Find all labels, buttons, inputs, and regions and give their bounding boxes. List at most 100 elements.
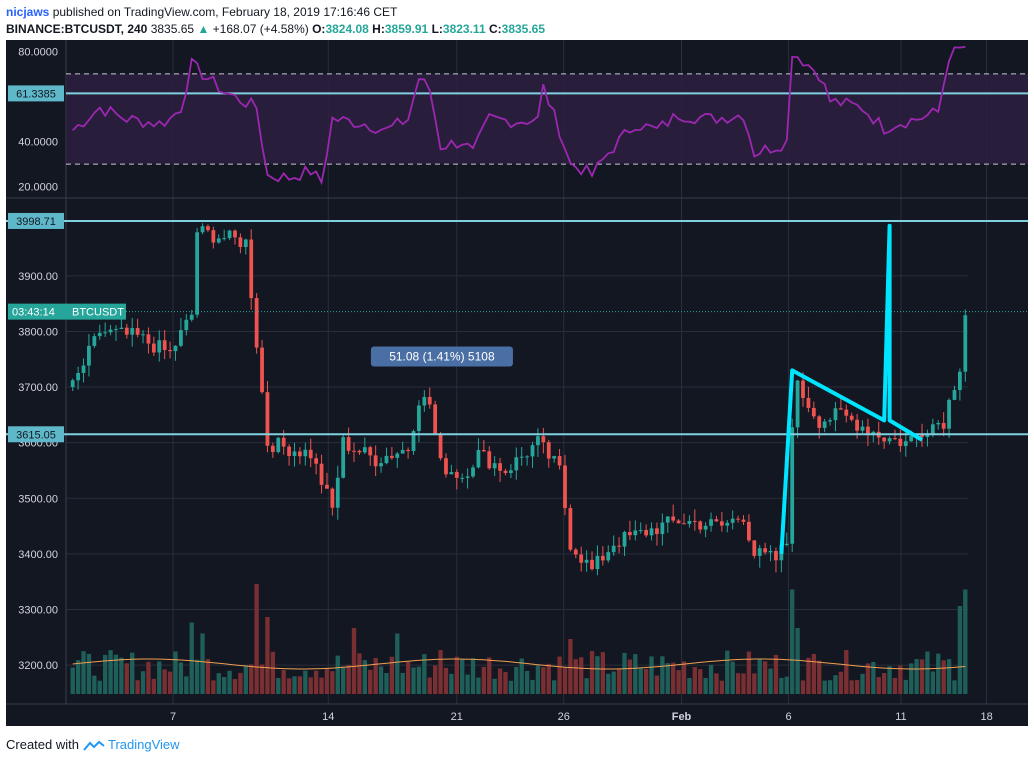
candle xyxy=(108,324,113,336)
candle xyxy=(222,229,227,241)
volume-bar xyxy=(249,664,254,694)
x-tick-label: 21 xyxy=(451,711,463,723)
candle-body xyxy=(157,340,162,353)
volume-bar xyxy=(822,680,827,694)
candle xyxy=(124,323,129,339)
x-tick-label: 14 xyxy=(322,711,334,723)
candle xyxy=(633,520,638,541)
candle-body xyxy=(655,528,659,535)
volume-bar xyxy=(595,656,600,694)
candle-body xyxy=(92,336,97,346)
candle-body xyxy=(151,343,156,353)
author-link[interactable]: nicjaws xyxy=(6,5,50,19)
candle xyxy=(292,442,297,467)
candle xyxy=(617,537,621,554)
candle xyxy=(876,421,881,445)
volume-bar xyxy=(151,678,157,694)
candle-body xyxy=(768,550,773,553)
candle xyxy=(389,446,394,460)
candle xyxy=(395,451,400,468)
volume-bar xyxy=(860,673,865,694)
candle xyxy=(379,457,383,473)
price-tick-label: 3300.00 xyxy=(18,604,58,616)
chart-area[interactable]: 7 14 21 26 Feb 6 11 18 20.0000 40.0000 80.0000 61.3… xyxy=(6,40,1028,726)
candle xyxy=(179,317,183,348)
candle-body xyxy=(503,470,508,474)
volume-bar xyxy=(184,676,189,694)
candle xyxy=(287,444,291,466)
candle xyxy=(536,428,540,457)
candle xyxy=(568,504,573,552)
candle xyxy=(487,446,492,470)
volume-bar xyxy=(200,633,205,694)
volume-bar xyxy=(584,678,589,694)
volume-bar xyxy=(243,665,248,694)
candle-body xyxy=(438,433,443,459)
candle xyxy=(649,522,654,541)
candle xyxy=(628,520,632,541)
candle-body xyxy=(774,550,778,561)
candle-body xyxy=(676,520,681,524)
tradingview-brand[interactable]: TradingView xyxy=(108,737,180,752)
price-tick-label: 3400.00 xyxy=(18,549,58,561)
candle-body xyxy=(292,451,297,456)
volume-bar xyxy=(211,680,216,694)
volume-bar xyxy=(357,653,362,694)
level-label-bg xyxy=(8,212,64,229)
candle xyxy=(498,457,502,483)
candle xyxy=(70,378,75,392)
volume-bar xyxy=(102,654,108,694)
volume-bar xyxy=(389,656,395,694)
candle xyxy=(216,234,221,244)
candle-body xyxy=(335,477,340,508)
volume-bar xyxy=(319,677,324,694)
candle-body xyxy=(498,463,502,471)
candle xyxy=(335,465,340,520)
candle xyxy=(168,341,172,359)
candle-body xyxy=(184,319,189,331)
chart-canvas[interactable]: 7 14 21 26 Feb 6 11 18 20.0000 40.0000 80.0000 61.3… xyxy=(6,40,1028,726)
candle xyxy=(368,445,373,466)
candle xyxy=(76,366,81,390)
candle xyxy=(600,546,605,566)
rsi-line xyxy=(72,45,966,186)
candle-body xyxy=(860,426,865,431)
last-price: 3835.65 xyxy=(150,22,195,36)
candle-body xyxy=(703,525,708,530)
volume-bar xyxy=(730,661,735,694)
candle xyxy=(308,438,313,468)
candle-body xyxy=(465,476,470,478)
candle xyxy=(811,401,816,420)
price-change: +168.07 (+4.58%) xyxy=(212,22,309,36)
candle xyxy=(936,420,941,430)
candle xyxy=(563,454,567,516)
rsi-level-label-bg xyxy=(8,85,64,102)
candle-body xyxy=(709,519,713,526)
candle-body xyxy=(530,445,535,457)
candle xyxy=(454,469,459,490)
ohlc-line: BINANCE:BTCUSDT, 240 3835.65 ▲ +168.07 (… xyxy=(6,20,1026,38)
candle xyxy=(546,439,551,468)
candle-body xyxy=(200,226,205,233)
volume-bar xyxy=(806,657,811,694)
candle-body xyxy=(238,237,243,248)
volume-bar xyxy=(470,658,476,694)
volume-bar xyxy=(881,672,887,694)
candle-body xyxy=(379,463,383,467)
candle-body xyxy=(476,449,481,468)
candle-body xyxy=(81,365,86,373)
symbol-label: BINANCE:BTCUSDT, 240 xyxy=(6,22,148,36)
volume-bar xyxy=(660,656,665,694)
candle-body xyxy=(525,456,530,458)
volume-bar xyxy=(865,663,871,694)
candle-body xyxy=(563,465,567,509)
low-label: L: xyxy=(431,22,443,36)
volume-bar xyxy=(135,680,140,694)
volume-bar xyxy=(838,671,844,694)
candle-body xyxy=(622,532,627,547)
candle xyxy=(655,522,659,546)
candle-body xyxy=(114,329,118,331)
candle-body xyxy=(887,438,892,442)
volume-bar xyxy=(113,654,119,694)
volume-bar xyxy=(579,657,584,694)
